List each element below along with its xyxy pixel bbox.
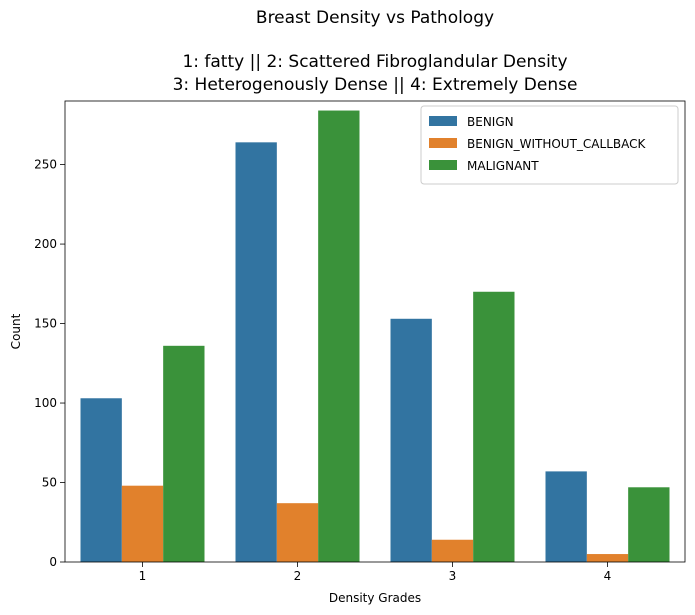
bar-benign-4	[545, 471, 587, 562]
legend-swatch-benign	[429, 116, 457, 126]
bar-benign-1	[80, 398, 122, 562]
y-tick-label-100: 100	[34, 396, 57, 410]
bar-benign-2	[235, 142, 277, 562]
bar-benign-without-callback-2	[276, 503, 319, 562]
y-tick-label-250: 250	[34, 158, 57, 172]
chart-subtitle-line-2: 3: Heterogenously Dense || 4: Extremely …	[172, 75, 578, 95]
y-tick-label-200: 200	[34, 237, 57, 251]
y-tick-label-50: 50	[42, 476, 57, 490]
x-axis-label: Density Grades	[329, 591, 421, 605]
y-tick-label-150: 150	[34, 317, 57, 331]
legend-label-malignant: MALIGNANT	[467, 159, 539, 173]
bar-benign-3	[390, 318, 432, 562]
legend-box	[420, 105, 679, 185]
bar-benign-without-callback-4	[586, 554, 629, 562]
legend-label-benign: BENIGN	[467, 115, 514, 129]
bar-benign-without-callback-1	[121, 485, 164, 562]
bar-malignant-3	[473, 291, 515, 562]
y-tick-label-0: 0	[49, 555, 57, 569]
legend-swatch-malignant	[429, 160, 457, 170]
legend-label-benign-without-callback: BENIGN_WITHOUT_CALLBACK	[467, 137, 646, 151]
bar-malignant-4	[628, 487, 670, 562]
chart-subtitle-line-1: 1: fatty || 2: Scattered Fibroglandular …	[182, 52, 568, 72]
x-tick-label-1: 1	[139, 569, 147, 583]
plot-frame	[64, 100, 686, 563]
bar-malignant-1	[163, 345, 205, 562]
bar-malignant-2	[318, 110, 360, 562]
x-tick-label-2: 2	[294, 569, 302, 583]
chart-title: Breast Density vs Pathology	[255, 8, 495, 28]
bar-benign-without-callback-3	[431, 539, 474, 562]
x-tick-label-4: 4	[604, 569, 612, 583]
legend-swatch-benign-without-callback	[429, 138, 457, 148]
x-tick-label-3: 3	[449, 569, 457, 583]
y-axis-label: Count	[9, 313, 23, 349]
